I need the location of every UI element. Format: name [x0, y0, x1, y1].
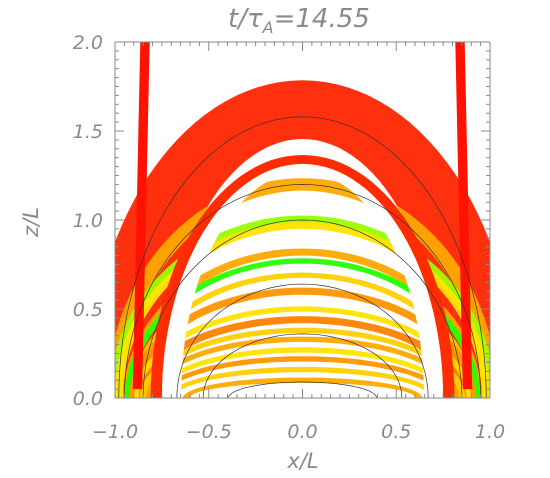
- heat-band-15: [182, 377, 423, 398]
- field-line-5: [118, 116, 487, 398]
- heat-gap: [154, 150, 451, 398]
- field-line-3: [142, 219, 463, 398]
- y-tick-label: 2.0: [73, 32, 103, 54]
- y-axis-label: z/L: [19, 207, 43, 238]
- heatmap-bands: [115, 42, 490, 398]
- y-tick-label: 0.5: [73, 299, 103, 321]
- field-line-4: [124, 184, 481, 398]
- heat-band-14: [167, 366, 438, 398]
- y-tick-label: 1.0: [73, 210, 103, 232]
- x-tick-label: 0.0: [287, 421, 317, 443]
- y-tick-label: 0.0: [73, 388, 103, 410]
- field-line-1: [202, 333, 403, 398]
- field-line-0: [228, 381, 377, 398]
- y-tick-label: 1.5: [73, 121, 103, 143]
- heat-band-13: [158, 356, 447, 398]
- heat-band-0: [115, 80, 490, 398]
- axes: −1.0 −0.5 0.0 0.5 1.0 0.0 0.5 1.0 1.5 2.0: [73, 32, 505, 443]
- heatmap-group: [115, 42, 490, 398]
- x-tick-label: −0.5: [186, 421, 232, 443]
- field-line-2: [176, 283, 429, 398]
- x-tick-label: −1.0: [92, 421, 138, 443]
- field-line-group: [118, 116, 487, 398]
- x-tick-label: 1.0: [475, 421, 505, 443]
- x-axis-label: x/L: [286, 449, 318, 473]
- field-lines: [118, 116, 487, 398]
- chart-title: t/τA=14.55: [228, 4, 370, 37]
- outer-leg-0: [132, 42, 150, 390]
- x-tick-label: 0.5: [381, 421, 411, 443]
- outer-leg-1: [455, 42, 473, 390]
